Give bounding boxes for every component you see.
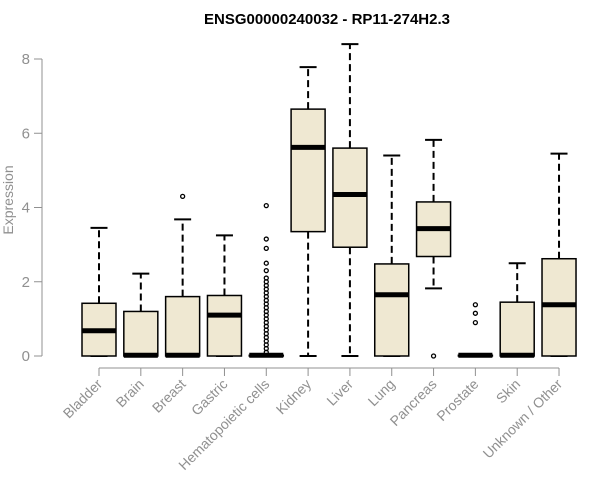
x-tick-label: Brain: [113, 376, 147, 410]
box-group: [415, 138, 452, 359]
y-tick-label: 6: [22, 125, 30, 142]
box-iqr: [123, 310, 159, 357]
outlier-point: [263, 275, 269, 281]
box-iqr: [541, 257, 577, 357]
outlier-point: [263, 260, 269, 266]
outlier-point: [472, 310, 479, 316]
box-group: [290, 66, 326, 357]
x-tick-label: Unknown / Other: [480, 376, 566, 462]
box-group: [541, 152, 577, 357]
x-tick-label: Skin: [493, 376, 524, 407]
chart-title: ENSG00000240032 - RP11-274H2.3: [204, 11, 450, 28]
x-tick-label: Breast: [149, 376, 189, 416]
box-iqr: [373, 263, 410, 357]
box-group: [164, 193, 201, 358]
box-group: [206, 234, 243, 357]
box-iqr: [499, 301, 535, 357]
box-group: [81, 226, 117, 357]
outlier-point: [179, 193, 186, 200]
y-axis-label: Expression: [0, 165, 16, 234]
outlier-point: [430, 353, 437, 359]
y-tick-label: 4: [22, 200, 30, 217]
y-tick-label: 8: [22, 51, 30, 68]
box-group: [123, 272, 159, 358]
box-iqr: [332, 147, 368, 248]
y-tick-label: 0: [22, 348, 30, 365]
box-iqr: [206, 294, 243, 357]
outlier-point: [472, 302, 479, 308]
boxes-layer: [81, 43, 577, 359]
outlier-point: [263, 202, 269, 209]
x-tick-label: Liver: [323, 376, 356, 409]
box-group: [499, 262, 535, 358]
box-iqr: [164, 295, 201, 357]
box-group: [373, 154, 410, 357]
x-tick-label: Lung: [365, 376, 398, 409]
x-tick-label: Bladder: [60, 376, 106, 422]
outlier-point: [472, 319, 479, 326]
outlier-point: [263, 267, 269, 274]
y-tick-label: 2: [22, 274, 30, 291]
box-group: [248, 202, 285, 358]
box-group: [332, 43, 368, 357]
box-iqr: [290, 108, 326, 233]
x-tick-label: Prostate: [433, 376, 481, 424]
box-group: [457, 302, 494, 358]
outlier-point: [263, 236, 269, 242]
y-axis: 0 2 4 6 8: [22, 51, 43, 365]
x-tick-label: Kidney: [273, 376, 315, 418]
outlier-point: [263, 245, 269, 251]
